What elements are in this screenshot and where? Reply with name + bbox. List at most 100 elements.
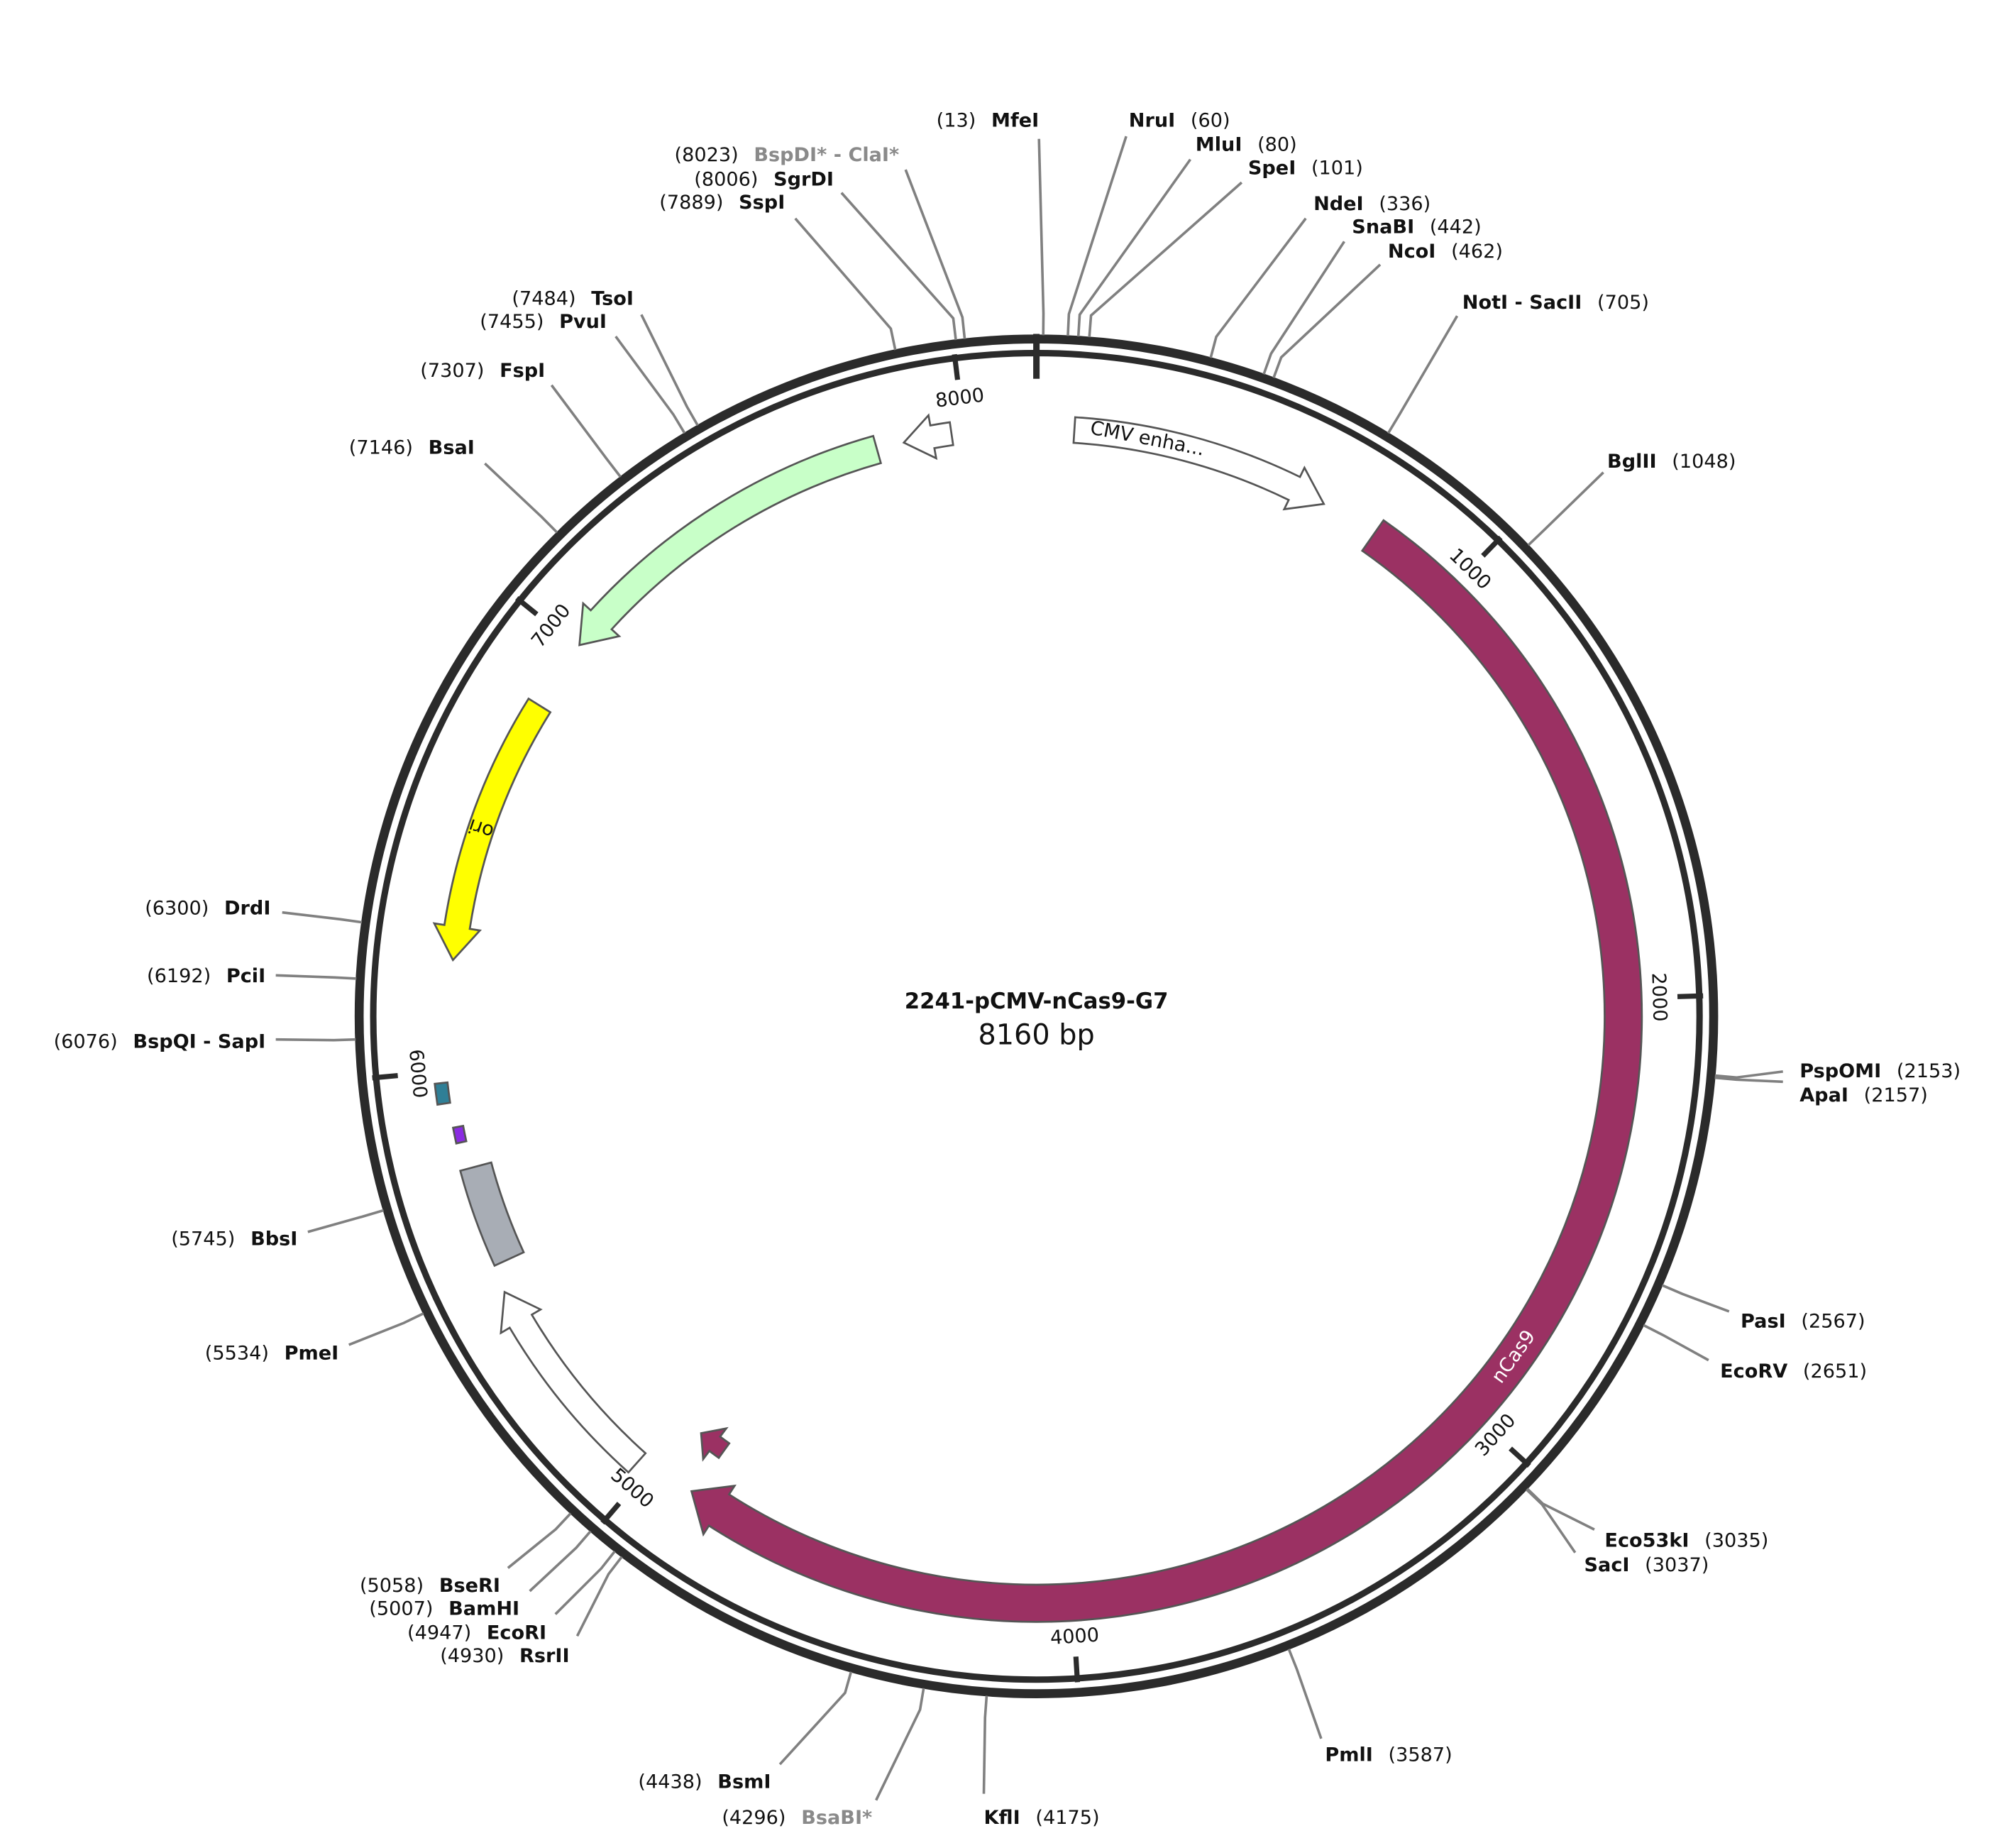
enzyme-name: BseRI — [439, 1574, 500, 1596]
enzyme-label: SnaBI (442) — [1352, 216, 1481, 238]
tick-mark — [1509, 1446, 1531, 1468]
enzyme-position: (5534) — [205, 1342, 269, 1364]
enzyme-position: (8023) — [675, 144, 739, 166]
enzyme-name: SacI — [1584, 1553, 1630, 1575]
enzyme-position: (80) — [1257, 133, 1297, 155]
tick-label: 6000 — [404, 1048, 431, 1099]
tick-label: 5000 — [607, 1464, 658, 1512]
enzyme-name: BspQI - SapI — [133, 1030, 265, 1052]
enzyme-label: (8023) BspDI* - ClaI* — [675, 144, 900, 166]
enzyme-label: EcoRV (2651) — [1720, 1360, 1867, 1382]
enzyme-name: SspI — [739, 192, 785, 214]
cut-site-leader — [982, 1695, 988, 1794]
enzyme-position: (4947) — [407, 1622, 471, 1644]
enzyme-name: FspI — [500, 359, 545, 381]
enzyme-name: NotI - SacII — [1462, 292, 1582, 314]
cut-site-leader — [1262, 241, 1345, 375]
plasmid-length: 8160 bp — [978, 1019, 1094, 1052]
enzyme-label: KflI (4175) — [984, 1806, 1100, 1828]
tick-label: 7000 — [527, 600, 575, 651]
feature — [902, 413, 954, 461]
enzyme-name: PasI — [1741, 1310, 1786, 1332]
backbone-inner — [370, 350, 1703, 1683]
cut-site-leader — [1714, 1076, 1783, 1084]
enzyme-label: (6076) BspQI - SapI — [54, 1030, 266, 1052]
cut-site-leader — [794, 217, 897, 351]
feature — [690, 519, 1643, 1623]
tick-mark — [1481, 535, 1503, 558]
enzyme-label: (4438) BsmI — [638, 1771, 771, 1793]
cut-site-leader — [348, 1312, 424, 1346]
cut-site-leader — [554, 1550, 616, 1615]
enzyme-name: NdeI — [1313, 192, 1364, 214]
enzyme-name: ApaI — [1799, 1084, 1848, 1106]
enzyme-label: (6300) DrdI — [145, 897, 270, 919]
enzyme-position: (13) — [937, 109, 976, 131]
tick-mark — [600, 1502, 622, 1525]
cut-site-leader — [778, 1671, 853, 1766]
enzyme-position: (3035) — [1704, 1529, 1768, 1551]
plasmid-name: 2241-pCMV-nCas9-G7 — [905, 989, 1169, 1014]
cut-site-leader — [1037, 138, 1045, 336]
enzyme-name: PciI — [226, 965, 265, 987]
cut-site-leader — [1076, 158, 1192, 337]
tick-mark — [1073, 1656, 1081, 1683]
enzyme-position: (3587) — [1389, 1744, 1452, 1766]
enzyme-position: (4438) — [638, 1771, 702, 1793]
enzyme-name: BsaI — [429, 436, 475, 458]
cut-site-leader — [275, 974, 357, 980]
cut-site-leader — [904, 169, 966, 339]
enzyme-name: KflI — [984, 1806, 1020, 1828]
enzyme-position: (7455) — [480, 311, 544, 333]
enzyme-label: NotI - SacII (705) — [1462, 292, 1649, 314]
enzyme-label: BglII (1048) — [1607, 451, 1736, 473]
enzyme-label: (4947) EcoRI — [407, 1622, 546, 1644]
enzyme-position: (4175) — [1035, 1806, 1099, 1828]
enzyme-label: (7484) TsoI — [512, 287, 634, 309]
enzyme-position: (2153) — [1897, 1060, 1961, 1082]
cut-site-leader — [507, 1512, 572, 1569]
enzyme-name: RsrII — [519, 1645, 570, 1667]
enzyme-position: (2567) — [1801, 1310, 1865, 1332]
feature — [700, 1426, 731, 1462]
enzyme-label: SpeI (101) — [1248, 157, 1363, 179]
cut-site-leader — [307, 1209, 384, 1233]
cut-site-leader — [550, 384, 622, 478]
enzyme-label: NcoI (462) — [1388, 240, 1503, 262]
enzyme-label: PasI (2567) — [1741, 1310, 1865, 1332]
enzyme-name: BspDI* - ClaI* — [754, 144, 899, 166]
enzyme-name: PmeI — [285, 1342, 339, 1364]
enzyme-position: (4296) — [722, 1806, 785, 1828]
enzyme-position: (2157) — [1864, 1084, 1928, 1106]
cut-site-leader — [1066, 136, 1128, 336]
feature — [451, 1124, 468, 1145]
enzyme-name: EcoRV — [1720, 1360, 1787, 1382]
feature — [1072, 416, 1325, 511]
tick-label: 8000 — [935, 384, 986, 412]
cut-site-leader — [1287, 1649, 1323, 1739]
enzyme-label: (7146) BsaI — [349, 436, 475, 458]
cut-site-leader — [1643, 1324, 1709, 1362]
feature — [432, 697, 552, 962]
enzyme-position: (5058) — [360, 1574, 424, 1596]
enzyme-position: (7484) — [512, 287, 575, 309]
cut-site-leader — [1209, 217, 1307, 358]
enzyme-name: NcoI — [1388, 240, 1435, 262]
enzyme-label: PspOMI (2153) — [1799, 1060, 1961, 1082]
enzyme-position: (5745) — [171, 1228, 235, 1250]
enzyme-label: (7307) FspI — [420, 359, 545, 381]
tick-label: 2000 — [1647, 972, 1670, 1022]
enzyme-position: (7889) — [659, 192, 723, 214]
enzyme-name: PmlI — [1325, 1744, 1373, 1766]
enzyme-label: NdeI (336) — [1313, 192, 1431, 214]
enzyme-position: (7146) — [349, 436, 413, 458]
cut-site-leader — [529, 1530, 592, 1593]
enzyme-label: (8006) SgrDI — [694, 168, 834, 190]
enzyme-name: EcoRI — [487, 1622, 546, 1644]
enzyme-label: (5007) BamHI — [369, 1597, 519, 1619]
enzyme-label: (6192) PciI — [147, 965, 265, 987]
enzyme-name: BsaBI* — [801, 1806, 872, 1828]
enzyme-position: (705) — [1597, 292, 1649, 314]
